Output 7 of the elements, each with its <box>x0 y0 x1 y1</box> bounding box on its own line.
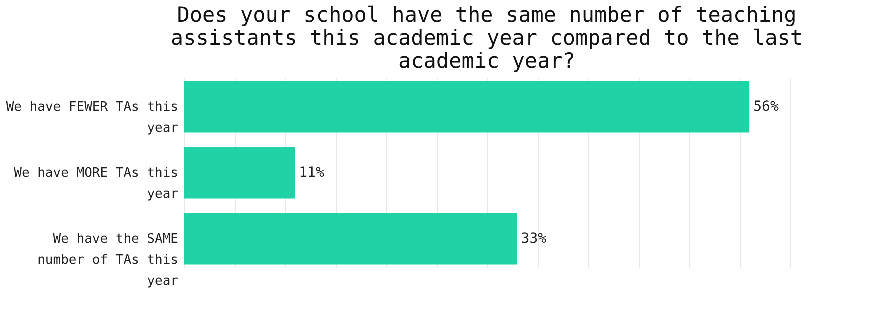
y-tick-label: We have MORE TAs this year <box>14 166 179 202</box>
data-label: 33% <box>521 230 548 247</box>
y-tick-label: We have FEWER TAs this year <box>6 100 179 136</box>
chart-title: Does your school have the same number of teaching assistants this academic year compared to the last academic year? <box>170 3 804 73</box>
data-label: 56% <box>754 99 780 116</box>
y-tick-label: We have the SAME number of TAs this year <box>38 232 179 289</box>
data-label: 11% <box>299 165 325 181</box>
